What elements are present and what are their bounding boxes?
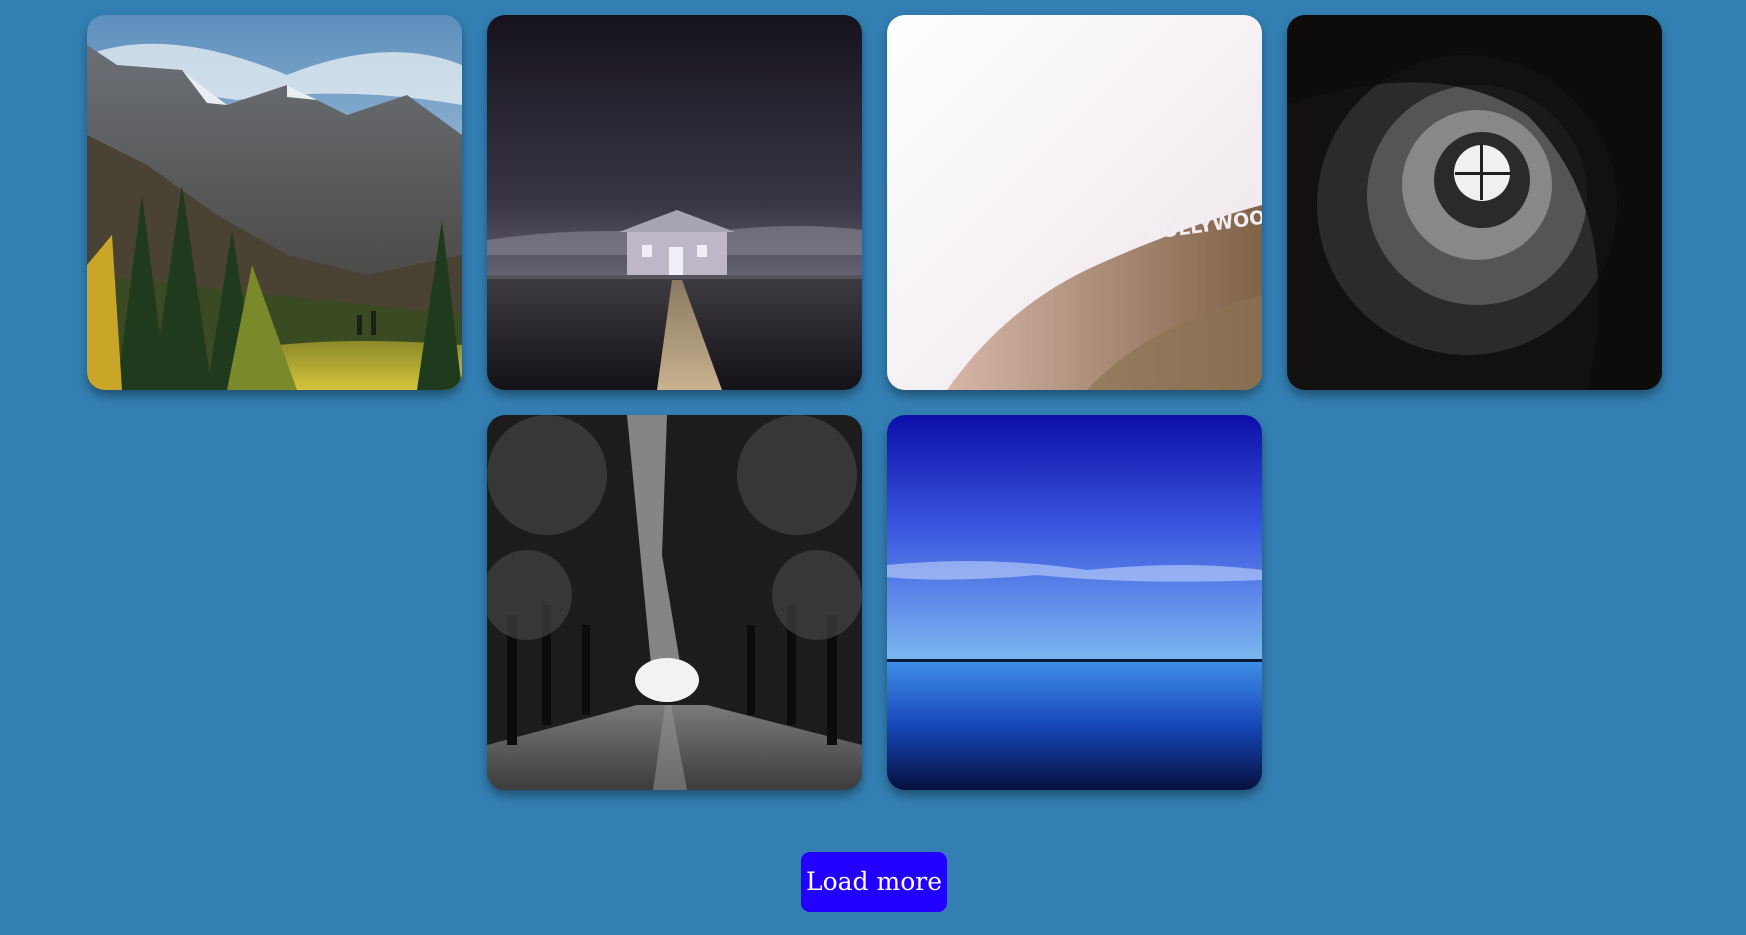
mountain-valley-image bbox=[87, 15, 462, 390]
photo-blue-lake-horizon[interactable] bbox=[887, 415, 1262, 790]
photo-tree-tunnel-road[interactable] bbox=[487, 415, 862, 790]
blue-lake-image bbox=[887, 415, 1262, 790]
photo-mountain-valley[interactable] bbox=[87, 15, 462, 390]
boathouse-pier-image bbox=[487, 15, 862, 390]
photo-spiral-staircase[interactable] bbox=[1287, 15, 1662, 390]
load-more-button[interactable]: Load more bbox=[801, 852, 947, 912]
photo-boathouse-pier-night[interactable] bbox=[487, 15, 862, 390]
photo-hollywood-sign-hill[interactable]: HOLLYWOOD bbox=[887, 15, 1262, 390]
spiral-staircase-image bbox=[1287, 15, 1662, 390]
tree-tunnel-image bbox=[487, 415, 862, 790]
hollywood-hill-image: HOLLYWOOD bbox=[887, 15, 1262, 390]
